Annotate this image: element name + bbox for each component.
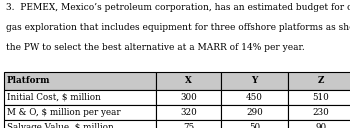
Bar [288, 120, 350, 128]
Text: the PW to select the best alternative at a MARR of 14% per year.: the PW to select the best alternative at… [6, 43, 305, 52]
Bar [221, 105, 288, 120]
Text: X: X [186, 76, 192, 86]
Bar [156, 72, 221, 90]
Bar [4, 120, 156, 128]
Text: Initial Cost, $ million: Initial Cost, $ million [7, 93, 101, 102]
Bar [288, 72, 350, 90]
Text: 320: 320 [181, 108, 197, 117]
Bar [288, 105, 350, 120]
Text: 3.  PEMEX, Mexico’s petroleum corporation, has an estimated budget for oil and: 3. PEMEX, Mexico’s petroleum corporation… [6, 3, 350, 12]
Text: M & O, $ million per year: M & O, $ million per year [7, 108, 121, 117]
Bar [4, 90, 156, 105]
Text: Salvage Value, $ million: Salvage Value, $ million [7, 123, 114, 128]
Text: 290: 290 [246, 108, 263, 117]
Text: 510: 510 [313, 93, 329, 102]
Text: Platform: Platform [7, 76, 50, 86]
Text: Y: Y [251, 76, 258, 86]
Text: 90: 90 [315, 123, 327, 128]
Bar [156, 90, 221, 105]
Bar [221, 90, 288, 105]
Bar [221, 120, 288, 128]
Bar [156, 120, 221, 128]
Bar [4, 72, 156, 90]
Text: 230: 230 [313, 108, 329, 117]
Text: Z: Z [318, 76, 324, 86]
Text: 300: 300 [181, 93, 197, 102]
Bar [4, 105, 156, 120]
Text: 450: 450 [246, 93, 263, 102]
Text: gas exploration that includes equipment for three offshore platforms as shown. U: gas exploration that includes equipment … [6, 23, 350, 32]
Text: 75: 75 [183, 123, 194, 128]
Bar [156, 105, 221, 120]
Text: 50: 50 [249, 123, 260, 128]
Bar [221, 72, 288, 90]
Bar [288, 90, 350, 105]
